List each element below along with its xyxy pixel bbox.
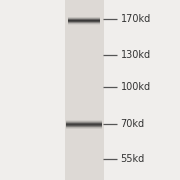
Bar (66, 128, 102, 129)
Text: 55kd: 55kd (121, 154, 145, 164)
Bar (66, 121, 102, 122)
Bar (68, 22, 100, 23)
Bar (68, 18, 100, 19)
Text: 170kd: 170kd (121, 14, 151, 24)
Bar (66, 124, 102, 125)
Text: 130kd: 130kd (121, 50, 151, 60)
Bar (68, 23, 100, 24)
Bar (68, 21, 100, 22)
Text: 100kd: 100kd (121, 82, 151, 92)
Bar (66, 126, 102, 127)
Bar (66, 125, 102, 126)
Bar (66, 120, 102, 121)
Bar (66, 127, 102, 128)
Bar (68, 17, 100, 18)
Bar (65, 0, 104, 180)
Text: 70kd: 70kd (121, 119, 145, 129)
Bar (68, 20, 100, 21)
Bar (68, 19, 100, 20)
Bar (68, 24, 100, 25)
Bar (66, 122, 102, 123)
Bar (66, 123, 102, 124)
